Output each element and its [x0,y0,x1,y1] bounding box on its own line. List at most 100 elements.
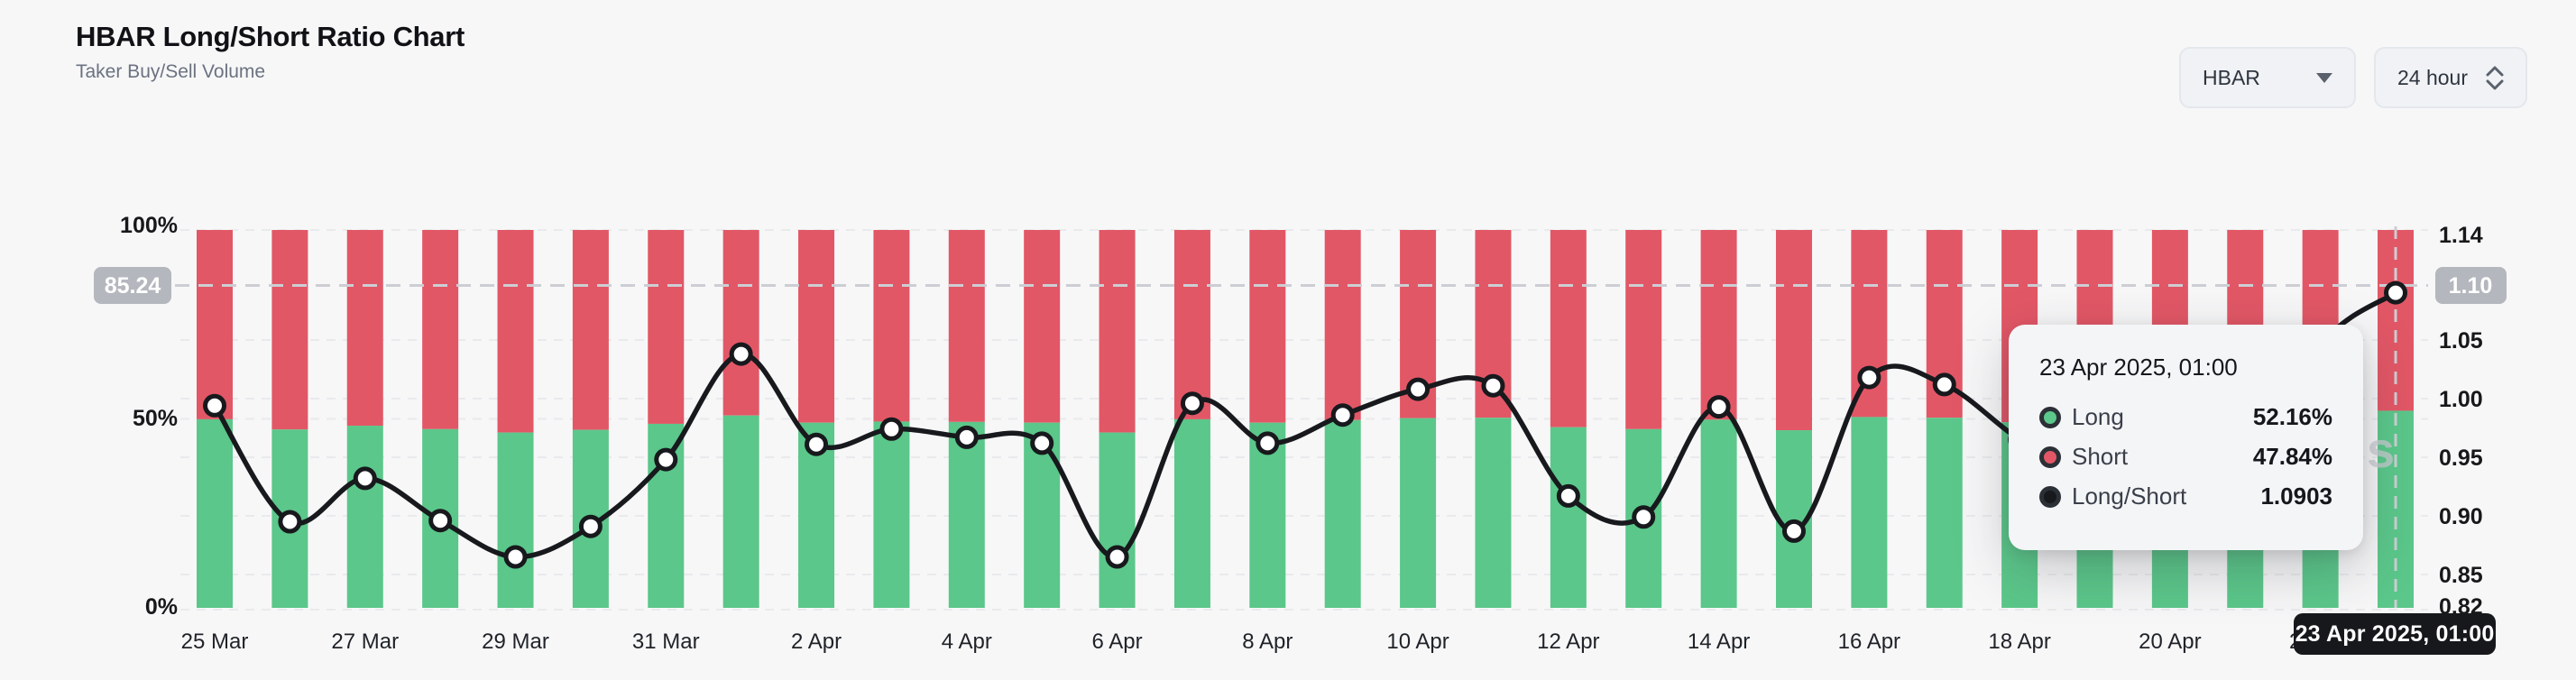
ratio-point-10-Apr[interactable] [1406,377,1431,401]
x-axis-tick: 29 Mar [482,629,549,654]
right-crosshair-value: 1.10 [2449,273,2493,299]
bar-short-26-Mar[interactable] [271,230,308,430]
left-axis-tick: 0% [145,594,178,620]
ratio-point-30-Mar[interactable] [578,514,603,538]
interval-selector-dropdown[interactable]: 24 hour [2374,47,2527,108]
bar-short-15-Apr[interactable] [1775,230,1812,431]
crosshair-date-badge: 23 Apr 2025, 01:00 [2294,613,2496,655]
ratio-point-3-Apr[interactable] [879,417,904,441]
tooltip-ratio-label: Long/Short [2072,482,2187,510]
left-axis: 100% 50% 0% [120,213,178,620]
bar-short-28-Mar[interactable] [422,230,459,429]
chevron-updown-icon [2486,66,2504,90]
tooltip-date: 23 Apr 2025, 01:00 [2039,354,2238,381]
ratio-marker-icon [2039,485,2061,508]
bar-short-12-Apr[interactable] [1550,230,1587,427]
x-axis-tick: 16 Apr [1838,629,1900,654]
ratio-point-27-Mar[interactable] [353,466,377,491]
bar-short-7-Apr[interactable] [1173,230,1210,419]
right-axis-tick: 0.90 [2439,504,2483,529]
bar-long-6-Apr[interactable] [1099,432,1136,608]
x-axis-tick: 4 Apr [942,629,992,654]
ratio-point-1-Apr[interactable] [729,342,753,366]
x-axis-tick: 20 Apr [2139,629,2201,654]
ratio-point-31-Mar[interactable] [654,447,678,472]
bar-short-3-Apr[interactable] [873,230,910,422]
ratio-point-26-Mar[interactable] [278,510,302,534]
bar-short-31-Mar[interactable] [648,230,685,424]
ratio-point-12-Apr[interactable] [1556,483,1580,508]
right-axis-tick: 0.85 [2439,563,2483,588]
bar-long-3-Apr[interactable] [873,421,910,608]
bar-long-12-Apr[interactable] [1550,427,1587,608]
x-axis-tick: 2 Apr [791,629,842,654]
ratio-point-9-Apr[interactable] [1330,403,1355,427]
ratio-point-5-Apr[interactable] [1030,431,1054,455]
x-axis-tick: 31 Mar [632,629,700,654]
watermark-fragment: s [2367,421,2395,478]
bar-short-4-Apr[interactable] [948,230,985,422]
x-axis-tick: 25 Mar [181,629,249,654]
chevron-down-icon [2316,72,2332,83]
ratio-point-25-Mar[interactable] [203,393,226,418]
bar-short-14-Apr[interactable] [1700,230,1737,420]
bar-long-17-Apr[interactable] [1926,418,1963,608]
bar-long-4-Apr[interactable] [948,421,985,608]
ratio-point-16-Apr[interactable] [1857,365,1881,390]
bar-long-1-Apr[interactable] [722,415,759,608]
bar-short-2-Apr[interactable] [798,230,835,423]
tooltip-short-value: 47.84% [2252,443,2332,470]
x-axis-tick: 27 Mar [331,629,399,654]
bar-long-16-Apr[interactable] [1851,417,1888,608]
tooltip-row-short: Short 47.84% [2039,443,2332,471]
ratio-point-2-Apr[interactable] [805,432,829,456]
page-title: HBAR Long/Short Ratio Chart [76,21,465,52]
bar-short-27-Mar[interactable] [346,230,383,427]
x-axis-tick: 12 Apr [1537,629,1599,654]
chart-header: HBAR Long/Short Ratio Chart Taker Buy/Se… [76,20,465,83]
ratio-point-8-Apr[interactable] [1256,431,1280,455]
ratio-point-17-Apr[interactable] [1932,372,1956,397]
bar-long-14-Apr[interactable] [1700,419,1737,608]
x-axis-tick: 10 Apr [1386,629,1449,654]
bar-short-9-Apr[interactable] [1324,230,1361,420]
ratio-point-23-Apr[interactable] [2384,280,2408,305]
bar-short-6-Apr[interactable] [1099,230,1136,433]
bar-short-25-Mar[interactable] [197,230,233,419]
bar-short-29-Mar[interactable] [497,230,534,433]
ratio-point-6-Apr[interactable] [1105,545,1129,569]
bar-short-1-Apr[interactable] [722,230,759,416]
tooltip-row-long: Long 52.16% [2039,403,2332,431]
tooltip-row-ratio: Long/Short 1.0903 [2039,482,2332,510]
short-marker-icon [2039,446,2061,468]
left-crosshair-value: 85.24 [105,273,161,299]
bar-short-30-Mar[interactable] [572,230,609,430]
bar-short-8-Apr[interactable] [1249,230,1286,423]
left-axis-tick: 100% [120,213,178,238]
long-marker-icon [2039,406,2061,428]
bar-short-5-Apr[interactable] [1024,230,1061,423]
ratio-point-4-Apr[interactable] [954,425,979,449]
ratio-point-11-Apr[interactable] [1481,373,1505,398]
right-axis: 1.141.051.000.950.900.850.82 [2439,223,2483,620]
crosshair-date-text: 23 Apr 2025, 01:00 [2295,620,2495,647]
left-axis-tick: 50% [133,406,178,431]
bar-long-10-Apr[interactable] [1400,418,1437,608]
ratio-point-15-Apr[interactable] [1781,519,1806,543]
tooltip-ratio-value: 1.0903 [2260,482,2332,510]
ratio-point-29-Mar[interactable] [503,545,528,569]
bar-long-27-Mar[interactable] [346,426,383,608]
ratio-point-14-Apr[interactable] [1707,395,1731,419]
chart-controls: HBAR 24 hour [2179,47,2527,108]
bar-long-9-Apr[interactable] [1324,419,1361,608]
bar-long-11-Apr[interactable] [1475,418,1512,608]
bar-long-29-Mar[interactable] [497,432,534,608]
coin-selector-dropdown[interactable]: HBAR [2179,47,2356,108]
bar-short-13-Apr[interactable] [1625,230,1662,429]
bar-long-7-Apr[interactable] [1173,418,1210,608]
ratio-point-7-Apr[interactable] [1180,391,1204,416]
bar-long-25-Mar[interactable] [197,418,233,608]
ratio-point-28-Mar[interactable] [428,509,453,533]
x-axis-tick: 8 Apr [1242,629,1293,654]
ratio-point-13-Apr[interactable] [1632,505,1656,529]
